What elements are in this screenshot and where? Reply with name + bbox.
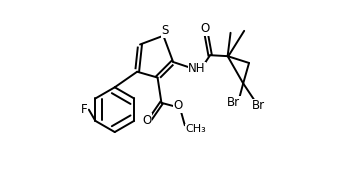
- Text: O: O: [174, 99, 183, 112]
- Text: Br: Br: [252, 99, 265, 112]
- Text: O: O: [201, 22, 210, 35]
- Text: F: F: [81, 103, 88, 116]
- Text: S: S: [161, 24, 169, 37]
- Text: CH₃: CH₃: [186, 124, 206, 134]
- Text: NH: NH: [188, 62, 206, 75]
- Text: Br: Br: [227, 96, 240, 109]
- Text: O: O: [143, 114, 152, 127]
